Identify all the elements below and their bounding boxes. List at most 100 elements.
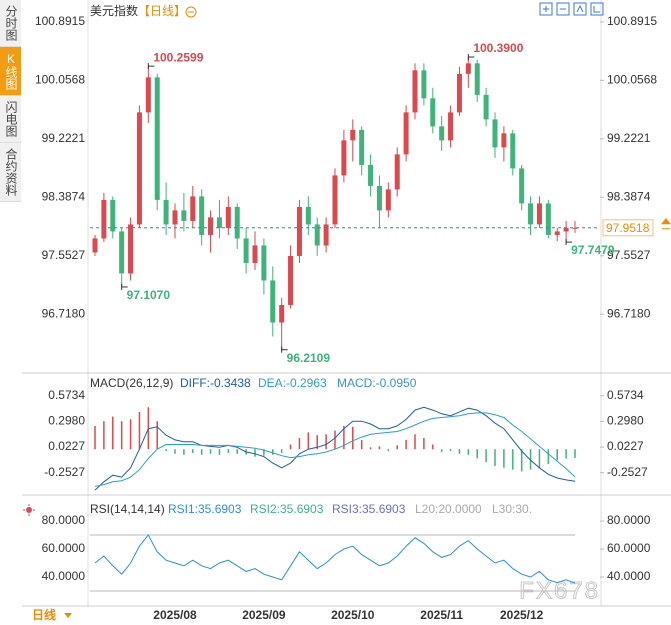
y-tick-label-right: 80.0000	[607, 513, 651, 527]
y-tick-label: 60.0000	[42, 541, 86, 555]
y-tick-label-right: 40.0000	[607, 569, 651, 583]
candle-body	[501, 133, 507, 148]
candle-body	[128, 224, 134, 274]
candle-body	[225, 206, 231, 228]
candle-body	[332, 175, 338, 225]
period-selector[interactable]: 日线	[32, 607, 56, 622]
tab[interactable]: 闪电图	[0, 96, 21, 143]
y-tick-label: 98.3874	[42, 189, 86, 203]
chart-title: 美元指数	[90, 3, 138, 18]
candle-body	[528, 203, 534, 225]
period-label: 【日线】	[138, 4, 186, 18]
y-tick-label: 80.0000	[42, 513, 86, 527]
candle-body	[403, 112, 409, 155]
candle-body	[545, 203, 551, 235]
y-tick-label: -0.2527	[44, 465, 85, 479]
x-tick-label: 2025/08	[153, 608, 197, 622]
candle-body	[181, 210, 187, 221]
candle-body	[305, 206, 311, 225]
y-tick-label-right: 0.0227	[607, 439, 644, 453]
dropdown-arrow[interactable]	[64, 613, 72, 618]
candle-body	[368, 164, 374, 186]
y-tick-label-right: 97.5527	[607, 248, 651, 262]
y-tick-label-right: 99.2221	[607, 131, 651, 145]
candle-body	[243, 238, 249, 263]
tab[interactable]: K线图	[0, 47, 21, 96]
extreme-label: 97.1070	[127, 288, 171, 302]
candle-body	[279, 304, 285, 323]
candle-body	[101, 199, 107, 239]
y-tick-label-right: -0.2527	[607, 465, 648, 479]
extreme-label: 96.2109	[287, 351, 331, 365]
y-tick-label-right: 0.5734	[607, 388, 644, 402]
y-tick-label-right: 100.0568	[607, 73, 657, 87]
x-tick-label: 2025/12	[500, 608, 544, 622]
candle-body	[536, 203, 542, 225]
candle-body	[261, 245, 267, 281]
indicator-legend: RSI2:35.6903	[250, 502, 324, 516]
candle-body	[199, 196, 205, 235]
indicator-legend: MACD:-0.0950	[337, 376, 417, 390]
candle-body	[296, 206, 302, 256]
indicator-legend: DEA:-0.2963	[258, 376, 327, 390]
candle-body	[234, 206, 240, 239]
candle-body	[341, 140, 347, 176]
y-tick-label-right: 60.0000	[607, 541, 651, 555]
candle-body	[359, 129, 365, 165]
candle-body	[145, 77, 151, 113]
y-tick-label: 0.5734	[48, 388, 85, 402]
candle-body	[430, 98, 436, 127]
candle-body	[492, 119, 498, 148]
indicator-title: MACD(26,12,9)	[90, 376, 173, 390]
candle-body	[376, 185, 382, 211]
dea-line	[94, 412, 576, 487]
indicator-legend: RSI1:35.6903	[168, 502, 242, 516]
candle-body	[270, 280, 276, 323]
y-tick-label-right: 100.8915	[607, 14, 657, 28]
sidebar: 分时图 K线图 闪电图 合约资料	[0, 0, 21, 202]
candle-body	[412, 70, 418, 113]
candle-body	[483, 94, 489, 120]
tab[interactable]: 合约资料	[0, 143, 21, 202]
candle-body	[554, 231, 560, 235]
candle-body	[394, 154, 400, 190]
candle-body	[314, 224, 320, 246]
candle-body	[519, 168, 525, 204]
x-tick-label: 2025/11	[420, 608, 463, 622]
toolbar[interactable]	[539, 2, 604, 16]
extreme-label: 100.2599	[153, 50, 203, 64]
candle-body	[163, 199, 169, 225]
tab[interactable]: 分时图	[0, 0, 21, 47]
candle-body	[563, 227, 569, 232]
candle-body	[350, 129, 356, 141]
y-tick-label: 40.0000	[42, 569, 86, 583]
indicator-legend: L20:20.0000	[415, 502, 482, 516]
candle-body	[465, 63, 471, 74]
candle-body	[208, 217, 214, 235]
y-tick-label-right: 96.7180	[607, 306, 651, 320]
extreme-label: 100.3900	[473, 41, 523, 55]
extreme-label: 97.7479	[571, 243, 615, 257]
candle-body	[216, 217, 222, 228]
y-tick-label: 100.8915	[35, 14, 85, 28]
candle-body	[385, 189, 391, 211]
candle-body	[572, 227, 578, 229]
y-tick-label: 96.7180	[42, 306, 86, 320]
candle-body	[474, 63, 480, 95]
candle-body	[190, 196, 196, 221]
indicator-title: RSI(14,14,14)	[90, 502, 165, 516]
y-tick-label: 99.2221	[42, 131, 86, 145]
last-price-arrow	[660, 217, 671, 230]
candle-body	[448, 112, 454, 141]
candle-body	[154, 77, 160, 200]
candle-body	[421, 70, 427, 99]
candle-body	[92, 238, 98, 253]
y-tick-label: 100.0568	[35, 73, 85, 87]
diff-line	[94, 406, 576, 491]
candle-body	[323, 224, 329, 246]
collapse-icon	[185, 6, 197, 18]
y-tick-label: 0.2980	[48, 414, 85, 428]
candle-body	[510, 133, 516, 169]
